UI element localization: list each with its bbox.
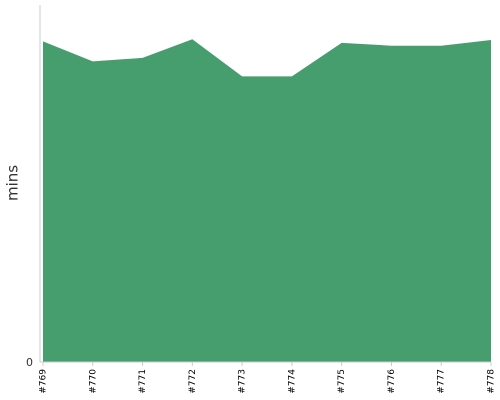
- x-axis-ticks: #769 #770 #771 #772 #773 #774 #775 #776 #777 #778: [39, 362, 497, 394]
- y-axis-title: mins: [4, 165, 22, 201]
- x-tick-label: #778: [487, 369, 497, 394]
- x-tick-label: #769: [39, 369, 49, 394]
- x-tick-label: #775: [337, 369, 347, 394]
- x-tick-label: #773: [238, 369, 248, 394]
- plot-area: [43, 39, 491, 363]
- x-tick-label: #770: [88, 369, 98, 394]
- series-area: [43, 39, 491, 363]
- x-tick-label: #772: [188, 369, 198, 394]
- x-tick-label: #776: [387, 369, 397, 394]
- y-axis-ticks: 0: [26, 356, 33, 369]
- x-tick-label: #777: [437, 369, 447, 394]
- x-tick-label: #774: [287, 369, 297, 394]
- y-tick-label: 0: [26, 356, 33, 369]
- x-tick-label: #771: [138, 369, 148, 394]
